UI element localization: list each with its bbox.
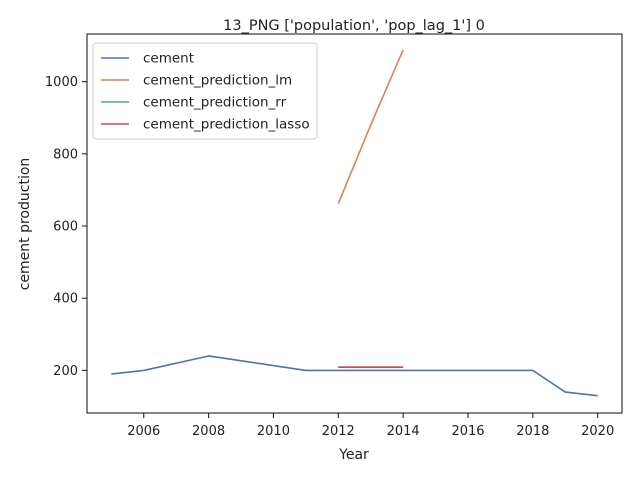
x-axis: 2006 2008 2010 2012 2014 2016 2018 2020 xyxy=(127,413,614,439)
legend-label: cement xyxy=(143,51,194,67)
x-tick-label: 2006 xyxy=(127,424,160,439)
legend-box xyxy=(92,42,318,140)
x-tick-label: 2020 xyxy=(581,424,614,439)
legend-label: cement_prediction_lasso xyxy=(143,117,310,133)
x-tick-label: 2014 xyxy=(387,424,420,439)
plot-area: 2006 2008 2010 2012 2014 2016 2018 2020 200 400 6… xyxy=(45,33,623,439)
y-tick-label: 400 xyxy=(53,292,78,307)
series-line-cement xyxy=(111,355,598,397)
y-axis: 200 400 600 800 1000 xyxy=(45,75,87,379)
x-tick-label: 2012 xyxy=(322,424,355,439)
plot-frame xyxy=(86,33,623,414)
x-tick-label: 2010 xyxy=(257,424,290,439)
x-tick-label: 2008 xyxy=(192,424,225,439)
legend: cement cement_prediction_lm cement_predict… xyxy=(92,42,318,140)
chart-title: 13_PNG ['population', 'pop_lag_1'] 0 xyxy=(223,18,485,34)
y-axis-label: cement production xyxy=(17,158,33,291)
series-line-cement-prediction-lm xyxy=(337,49,404,204)
x-tick-label: 2018 xyxy=(516,424,549,439)
y-tick-label: 800 xyxy=(53,147,78,162)
legend-label: cement_prediction_rr xyxy=(143,95,287,111)
series-layer xyxy=(111,49,598,397)
y-tick-label: 600 xyxy=(53,220,78,235)
x-tick-label: 2016 xyxy=(451,424,484,439)
x-axis-label: Year xyxy=(338,447,369,463)
y-tick-label: 1000 xyxy=(45,75,78,90)
legend-label: cement_prediction_lm xyxy=(143,73,292,89)
y-tick-label: 200 xyxy=(53,364,78,379)
